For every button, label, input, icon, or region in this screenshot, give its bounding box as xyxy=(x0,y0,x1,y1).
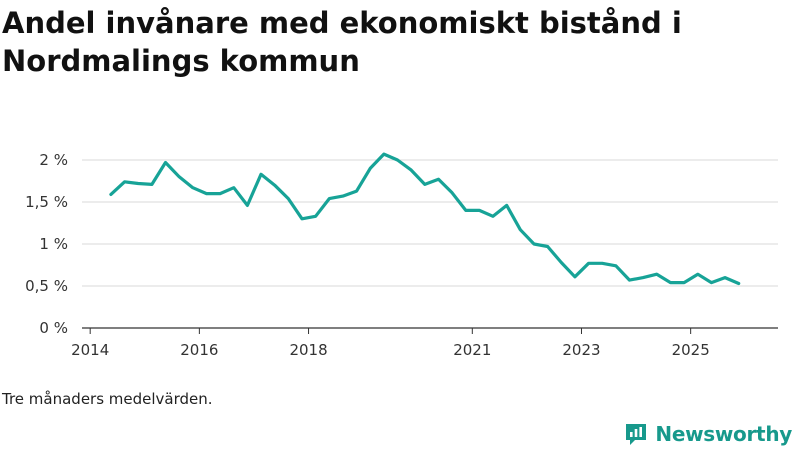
x-tick-label: 2023 xyxy=(562,341,600,359)
x-tick-label: 2014 xyxy=(71,341,109,359)
series-line xyxy=(109,152,741,286)
newsworthy-logo-icon xyxy=(626,424,647,445)
y-tick-label: 0,5 % xyxy=(25,277,68,295)
chart-title: Andel invånare med ekonomiskt bistånd i … xyxy=(2,6,682,78)
chart-note: Tre månaders medelvärden. xyxy=(2,390,213,408)
brand-logo: Newsworthy xyxy=(623,419,792,449)
series-layer xyxy=(109,152,741,286)
grid-lines xyxy=(82,159,778,287)
x-tick-label: 2025 xyxy=(672,341,710,359)
y-tick-label: 2 % xyxy=(39,151,68,169)
y-tick-label: 0 % xyxy=(39,319,68,337)
y-tick-label: 1 % xyxy=(39,235,68,253)
y-tick-label: 1,5 % xyxy=(25,193,68,211)
x-axis-ticks: 2014 2016 2018 2021 2023 2025 xyxy=(71,328,710,359)
brand-name: Newsworthy xyxy=(655,422,792,446)
x-tick-label: 2021 xyxy=(453,341,491,359)
y-axis-ticks: 0 % 0,5 % 1 % 1,5 % 2 % xyxy=(25,151,68,337)
x-tick-label: 2016 xyxy=(180,341,218,359)
x-tick-label: 2018 xyxy=(289,341,327,359)
